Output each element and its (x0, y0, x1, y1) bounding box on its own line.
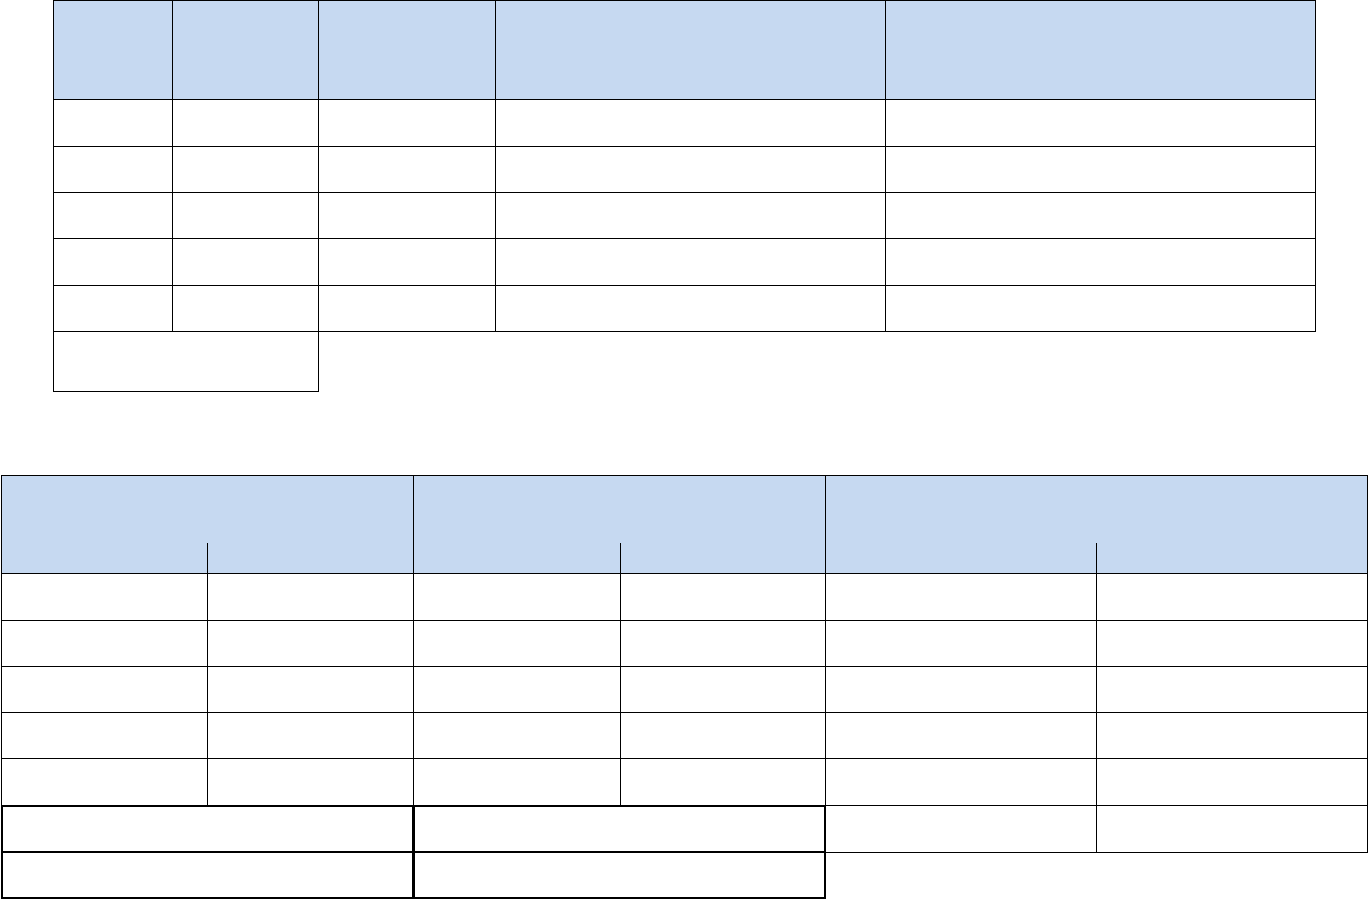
table-cell (172, 285, 319, 332)
table-cell (413, 758, 621, 806)
footer-cell (413, 805, 826, 853)
table-cell (1, 573, 208, 621)
footer-cell (1, 851, 414, 899)
table-cell (413, 712, 621, 759)
table-cell (172, 146, 319, 193)
table-cell (1096, 573, 1368, 621)
table-cell (495, 192, 886, 239)
table-cell (318, 99, 496, 147)
table-cell (53, 238, 173, 286)
table-cell (825, 573, 1097, 621)
table-cell (207, 666, 414, 713)
table-cell (825, 712, 1097, 759)
table-cell (207, 573, 414, 621)
table-cell (495, 238, 886, 286)
table-cell (207, 620, 414, 667)
table-cell (53, 285, 173, 332)
table-cell (53, 192, 173, 239)
table-cell (207, 758, 414, 806)
footer-cell (825, 805, 1097, 853)
table-cell (825, 620, 1097, 667)
table-cell (172, 192, 319, 239)
table-cell (825, 666, 1097, 713)
header-cell (318, 0, 496, 100)
footer-cell (1096, 805, 1368, 853)
header-cell (53, 0, 173, 100)
table-cell (318, 238, 496, 286)
table-cell (172, 238, 319, 286)
table-cell (413, 573, 621, 621)
table-cell (1096, 712, 1368, 759)
table-cell (1, 758, 208, 806)
table-cell (53, 146, 173, 193)
table-cell (1096, 620, 1368, 667)
table-cell (620, 758, 826, 806)
table-cell (1, 620, 208, 667)
table-cell (1096, 758, 1368, 806)
header-subdivider (1096, 543, 1097, 573)
table-cell (172, 99, 319, 147)
table-cell (885, 146, 1316, 193)
table-cell (885, 285, 1316, 332)
table-cell (495, 99, 886, 147)
footer-cell (53, 331, 319, 392)
table-cell (495, 146, 886, 193)
table-cell (318, 146, 496, 193)
table-cell (885, 238, 1316, 286)
header-cell (172, 0, 319, 100)
table-cell (620, 712, 826, 759)
table-cell (1, 666, 208, 713)
table-cell (1096, 666, 1368, 713)
header-cell (495, 0, 886, 100)
table-cell (885, 192, 1316, 239)
table-cell (413, 620, 621, 667)
table-cell (413, 666, 621, 713)
footer-cell (1, 805, 414, 853)
table-cell (620, 666, 826, 713)
table-cell (495, 285, 886, 332)
footer-cell (413, 851, 826, 899)
table-cell (207, 712, 414, 759)
table-cell (318, 192, 496, 239)
table-cell (1, 712, 208, 759)
table-cell (825, 758, 1097, 806)
table-cell (885, 99, 1316, 147)
header-cell (885, 0, 1316, 100)
table-cell (620, 573, 826, 621)
header-subdivider (620, 543, 621, 573)
table-cell (620, 620, 826, 667)
table-cell (53, 99, 173, 147)
table-cell (318, 285, 496, 332)
header-subdivider (207, 543, 208, 573)
